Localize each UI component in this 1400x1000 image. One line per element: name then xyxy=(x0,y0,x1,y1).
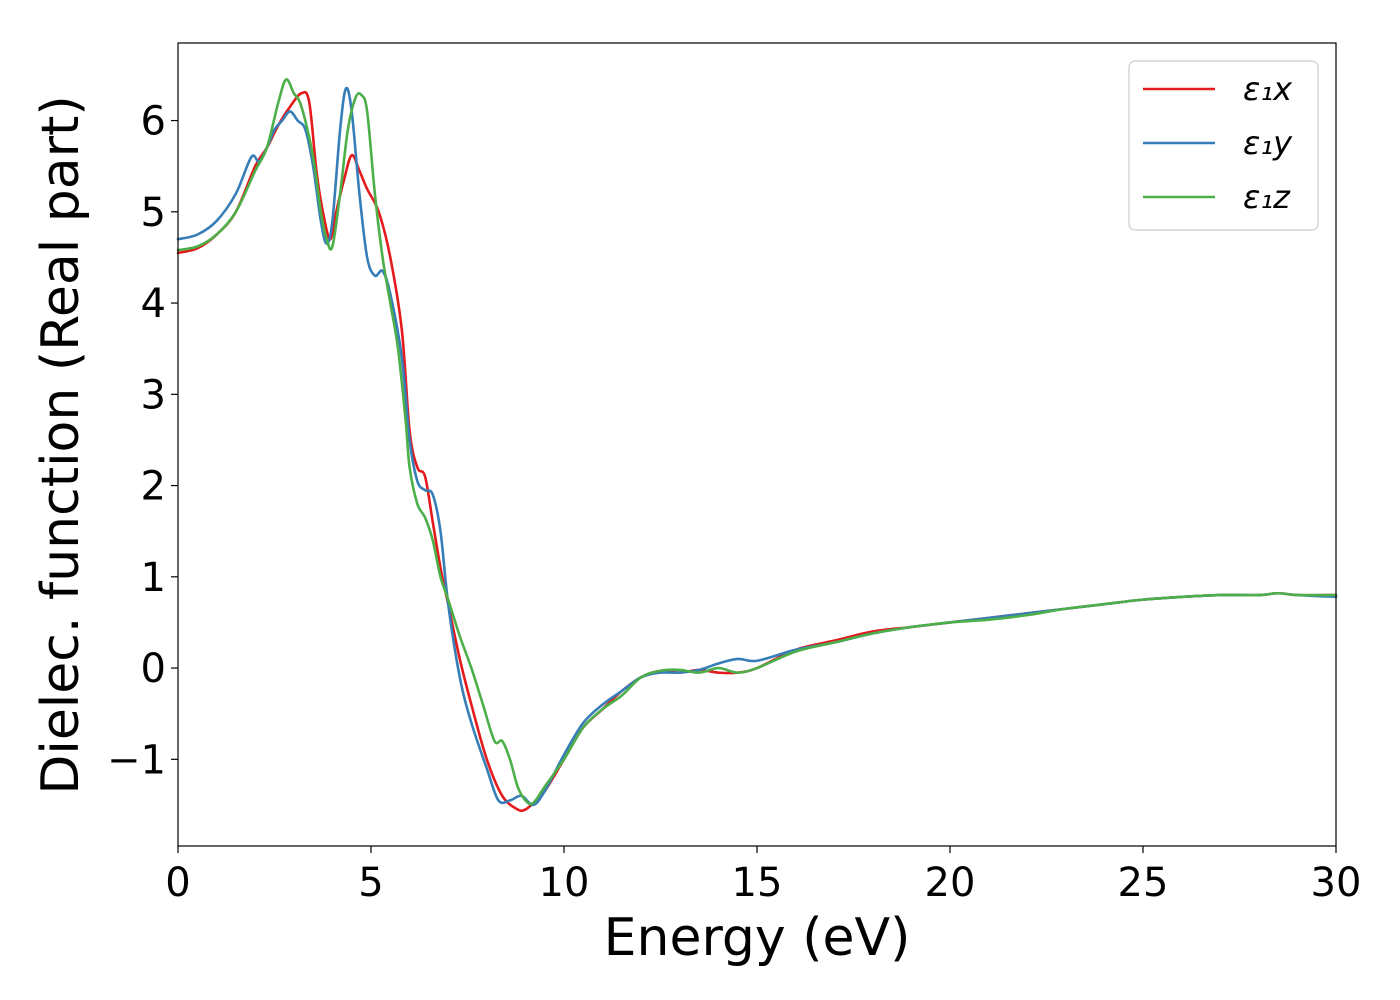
x-tick-label: 0 xyxy=(165,860,190,906)
x-axis-ticks: 0 5 10 15 20 25 30 xyxy=(165,846,1361,906)
x-tick-label: 5 xyxy=(358,860,383,906)
series-line-3 xyxy=(176,78,1338,806)
y-tick-label: 1 xyxy=(141,555,166,601)
x-axis-label: Energy (eV) xyxy=(604,908,911,968)
legend: ε₁x ε₁y ε₁z xyxy=(1128,60,1319,231)
legend-label-3: ε₁z xyxy=(1243,178,1291,216)
legend-box xyxy=(1128,60,1319,231)
x-tick-label: 10 xyxy=(539,860,590,906)
plot-lines xyxy=(176,78,1338,813)
x-tick-label: 20 xyxy=(925,860,976,906)
x-tick-label: 15 xyxy=(732,860,783,906)
y-tick-label: 4 xyxy=(141,281,166,327)
y-axis-ticks: −1 0 1 2 3 4 5 6 xyxy=(107,99,178,783)
y-axis-label: Dielec. function (Real part) xyxy=(31,95,91,794)
legend-label-2: ε₁y xyxy=(1243,124,1293,162)
x-tick-label: 25 xyxy=(1118,860,1169,906)
y-tick-label: 6 xyxy=(141,99,166,145)
legend-label-1: ε₁x xyxy=(1243,70,1293,108)
y-tick-label: 0 xyxy=(141,646,166,692)
y-tick-label: 3 xyxy=(141,372,166,418)
y-tick-label: 5 xyxy=(141,190,166,236)
y-tick-label: −1 xyxy=(107,737,166,783)
x-tick-label: 30 xyxy=(1311,860,1362,906)
y-tick-label: 2 xyxy=(141,464,166,510)
